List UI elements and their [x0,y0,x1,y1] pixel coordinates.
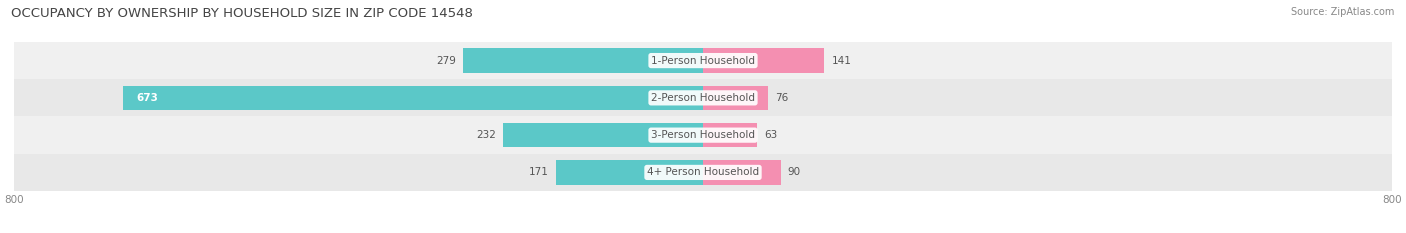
Bar [124,86,703,110]
Bar [555,160,703,185]
Bar [703,123,758,147]
Bar [463,48,703,73]
Text: 141: 141 [831,56,851,65]
Bar [14,154,1392,191]
Text: Source: ZipAtlas.com: Source: ZipAtlas.com [1291,7,1395,17]
Text: 673: 673 [136,93,159,103]
Text: 279: 279 [436,56,456,65]
Text: 4+ Person Household: 4+ Person Household [647,168,759,177]
Bar [503,123,703,147]
Bar [703,86,769,110]
Bar [14,79,1392,116]
Bar [703,48,824,73]
Bar [703,160,780,185]
Text: 76: 76 [775,93,789,103]
Text: 2-Person Household: 2-Person Household [651,93,755,103]
Text: 63: 63 [763,130,778,140]
Bar [14,116,1392,154]
Text: 232: 232 [477,130,496,140]
Bar [14,42,1392,79]
Text: 171: 171 [529,168,548,177]
Text: 90: 90 [787,168,800,177]
Text: OCCUPANCY BY OWNERSHIP BY HOUSEHOLD SIZE IN ZIP CODE 14548: OCCUPANCY BY OWNERSHIP BY HOUSEHOLD SIZE… [11,7,474,20]
Text: 1-Person Household: 1-Person Household [651,56,755,65]
Text: 3-Person Household: 3-Person Household [651,130,755,140]
